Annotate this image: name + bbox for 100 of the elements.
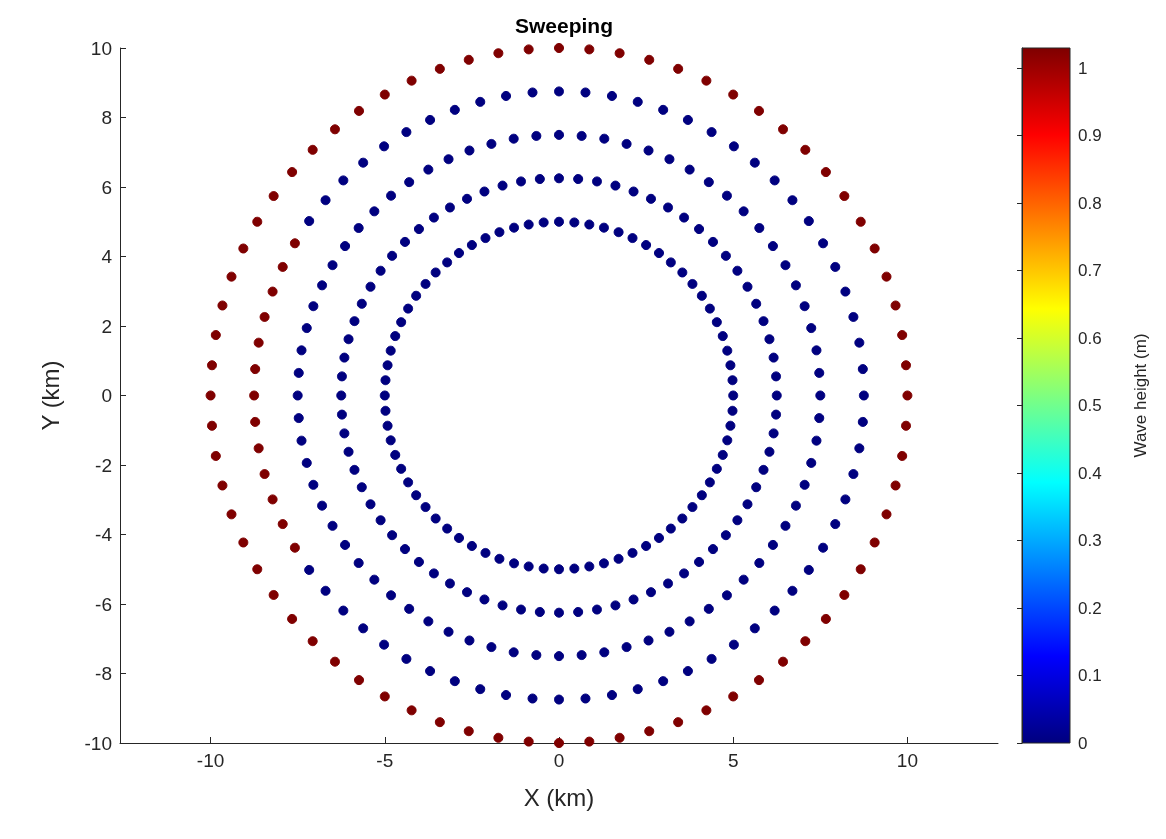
point bbox=[501, 90, 512, 101]
point bbox=[728, 390, 739, 401]
point bbox=[881, 271, 892, 282]
color-bar-label: 0.5 bbox=[1078, 396, 1102, 416]
point bbox=[839, 191, 850, 202]
point bbox=[339, 352, 350, 363]
point bbox=[401, 653, 412, 664]
point bbox=[855, 216, 866, 227]
point bbox=[725, 420, 736, 431]
point bbox=[811, 435, 822, 446]
point bbox=[598, 222, 609, 233]
point bbox=[554, 173, 564, 184]
point bbox=[523, 736, 534, 747]
point bbox=[508, 647, 519, 658]
point bbox=[869, 537, 880, 548]
point bbox=[576, 650, 587, 661]
point bbox=[768, 428, 779, 439]
point bbox=[411, 290, 422, 301]
point bbox=[329, 124, 340, 135]
point bbox=[287, 167, 298, 178]
point bbox=[706, 127, 717, 138]
point bbox=[336, 390, 347, 401]
point bbox=[296, 435, 307, 446]
point bbox=[682, 666, 693, 677]
point bbox=[897, 330, 908, 341]
point bbox=[599, 647, 610, 658]
point bbox=[751, 482, 762, 493]
point bbox=[304, 216, 315, 227]
point bbox=[443, 154, 454, 165]
color-bar-label: 1 bbox=[1078, 58, 1088, 78]
point bbox=[226, 509, 237, 520]
point bbox=[317, 500, 328, 511]
point bbox=[475, 96, 486, 107]
point bbox=[658, 104, 669, 115]
point bbox=[818, 238, 829, 249]
point bbox=[434, 717, 445, 728]
point bbox=[307, 636, 318, 647]
point bbox=[727, 405, 738, 416]
color-bar-label: 0.2 bbox=[1078, 598, 1102, 618]
point bbox=[665, 523, 676, 534]
point bbox=[799, 301, 810, 312]
point bbox=[858, 390, 869, 401]
point bbox=[728, 141, 739, 152]
point bbox=[356, 482, 367, 493]
point bbox=[806, 457, 817, 468]
point bbox=[444, 202, 455, 213]
point bbox=[790, 280, 801, 291]
point bbox=[554, 86, 564, 97]
point bbox=[509, 558, 520, 569]
point bbox=[338, 175, 349, 186]
point bbox=[493, 48, 504, 59]
point bbox=[430, 513, 441, 524]
point bbox=[385, 345, 396, 356]
point bbox=[210, 330, 221, 341]
point bbox=[641, 240, 652, 251]
point bbox=[780, 260, 791, 271]
point bbox=[769, 175, 780, 186]
point bbox=[375, 515, 386, 526]
point bbox=[380, 405, 391, 416]
point bbox=[365, 281, 376, 292]
point bbox=[677, 513, 688, 524]
point bbox=[706, 653, 717, 664]
color-bar-label: 0.7 bbox=[1078, 261, 1102, 281]
point bbox=[307, 144, 318, 155]
point bbox=[627, 233, 638, 244]
point bbox=[628, 594, 639, 605]
point bbox=[217, 300, 228, 311]
point bbox=[508, 133, 519, 144]
point bbox=[527, 693, 538, 704]
point bbox=[708, 544, 718, 555]
color-bar-label: 0.3 bbox=[1078, 531, 1102, 551]
point bbox=[486, 138, 497, 149]
point bbox=[463, 726, 474, 737]
point bbox=[205, 390, 216, 401]
point bbox=[353, 558, 364, 568]
point bbox=[554, 651, 564, 662]
point bbox=[673, 717, 684, 728]
point bbox=[301, 323, 312, 334]
point bbox=[382, 360, 393, 371]
point bbox=[509, 222, 520, 233]
point bbox=[253, 337, 264, 348]
point bbox=[732, 515, 743, 526]
point bbox=[268, 191, 279, 202]
point bbox=[466, 240, 477, 251]
point bbox=[413, 556, 424, 567]
point bbox=[854, 443, 865, 454]
point bbox=[654, 532, 664, 543]
point bbox=[554, 216, 564, 227]
point bbox=[443, 626, 454, 637]
point bbox=[665, 257, 676, 268]
point bbox=[664, 154, 675, 165]
point bbox=[296, 345, 307, 356]
point bbox=[857, 416, 868, 427]
point bbox=[722, 435, 733, 446]
point bbox=[479, 594, 490, 605]
point bbox=[479, 186, 490, 197]
point bbox=[800, 144, 811, 155]
point bbox=[591, 604, 602, 615]
point bbox=[353, 223, 364, 233]
point bbox=[803, 216, 814, 227]
